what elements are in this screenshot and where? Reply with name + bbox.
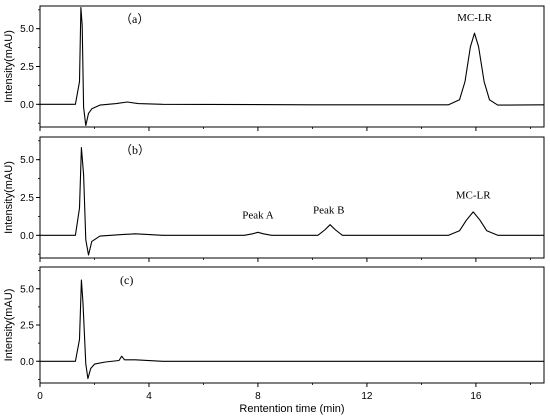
panels-layer: 0.0 2.5 5.0 Intensity(mAU) （a） MC-LR 0.0 2.5 5.0… [3,5,545,402]
series-line [40,6,545,127]
panel-2: 0.0 2.5 5.0 Intensity(mAU) （b） Peak A Peak B MC… [3,136,545,262]
y-tick-label: 0.0 [20,231,34,242]
panel-label: （a） [120,12,149,26]
y-tick-label: 2.5 [20,62,34,73]
y-axis-label: Intensity(mAU) [3,161,15,234]
y-tick-label: 0.0 [20,357,34,368]
x-tick-label: 0 [37,391,43,402]
y-tick-label: 5.0 [20,155,34,166]
panel-1: 0.0 2.5 5.0 Intensity(mAU) （a） MC-LR [3,5,545,131]
y-tick-label: 5.0 [20,284,34,295]
series-line [40,279,544,380]
plot-frame [39,5,545,128]
peak-annotation: MC-LR [456,189,492,201]
y-tick-label: 2.5 [20,193,34,204]
peak-annotation: MC-LR [457,12,493,24]
peak-annotation: Peak B [313,204,344,216]
y-tick-label: 2.5 [20,321,34,332]
series-line [40,147,544,256]
peak-annotation: Peak A [242,210,274,222]
panel-label: (c) [120,273,133,287]
x-tick-label: 12 [361,391,373,402]
x-axis-label: Rentention time (min) [239,403,344,415]
panel-3: 0.0 2.5 5.0 Intensity(mAU) (c) 0 4 8 12 16 [3,266,545,402]
y-axis-label: Intensity(mAU) [3,30,15,103]
panel-label: （b） [120,143,150,157]
y-tick-label: 5.0 [20,24,34,35]
x-tick-label: 16 [470,391,482,402]
plot-frame [39,266,545,384]
y-axis-label: Intensity(mAU) [3,289,15,362]
y-tick-label: 0.0 [20,100,34,111]
x-tick-label: 8 [255,391,261,402]
x-tick-label: 4 [146,391,152,402]
